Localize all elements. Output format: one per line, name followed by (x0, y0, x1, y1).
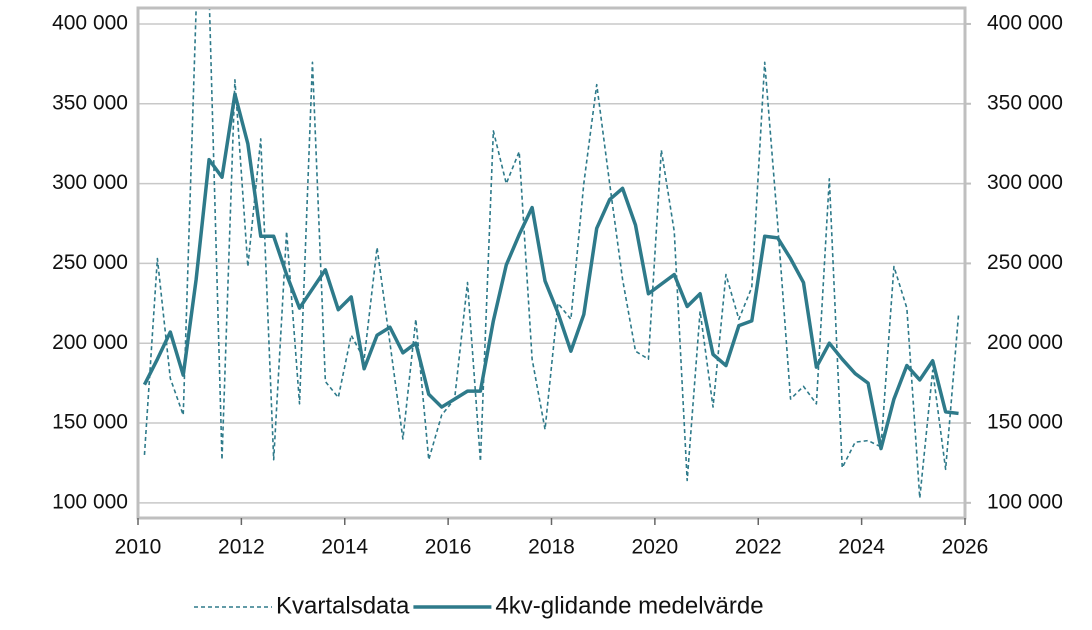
legend-label: 4kv-glidande medelvärde (495, 592, 763, 619)
x-tick-label: 2026 (942, 536, 989, 559)
y2-tick-label: 250 000 (987, 251, 1063, 274)
labels: 100 000 150 000 200 000 250 000 300 000 350 0… (52, 12, 1063, 620)
y2-tick-label: 200 000 (987, 331, 1063, 354)
legend-label: Kvartalsdata (276, 592, 410, 619)
y-tick-label: 400 000 (52, 12, 128, 35)
x-tick-label: 2010 (115, 536, 162, 559)
plot-lines (142, 8, 960, 499)
y-tick-label: 100 000 (52, 490, 128, 513)
y2-tick-label: 400 000 (987, 12, 1063, 35)
y-tick-label: 250 000 (52, 251, 128, 274)
x-tick-label: 2024 (838, 536, 885, 559)
y2-tick-label: 350 000 (987, 91, 1063, 114)
quarterly-line (143, 8, 960, 499)
x-tick-label: 2020 (632, 536, 679, 559)
y2-tick-label: 150 000 (987, 411, 1063, 434)
x-tick-label: 2022 (735, 536, 782, 559)
moving-average-line (142, 92, 959, 451)
x-tick-label: 2018 (528, 536, 575, 559)
x-tick-label: 2012 (218, 536, 265, 559)
y2-tick-label: 300 000 (987, 171, 1063, 194)
x-tick-label: 2016 (425, 536, 472, 559)
x-tick-label: 2014 (321, 536, 368, 559)
y2-tick-label: 100 000 (987, 490, 1063, 513)
y-tick-label: 350 000 (52, 91, 128, 114)
y-tick-label: 300 000 (52, 171, 128, 194)
y-tick-label: 150 000 (52, 411, 128, 434)
y-tick-label: 200 000 (52, 331, 128, 354)
